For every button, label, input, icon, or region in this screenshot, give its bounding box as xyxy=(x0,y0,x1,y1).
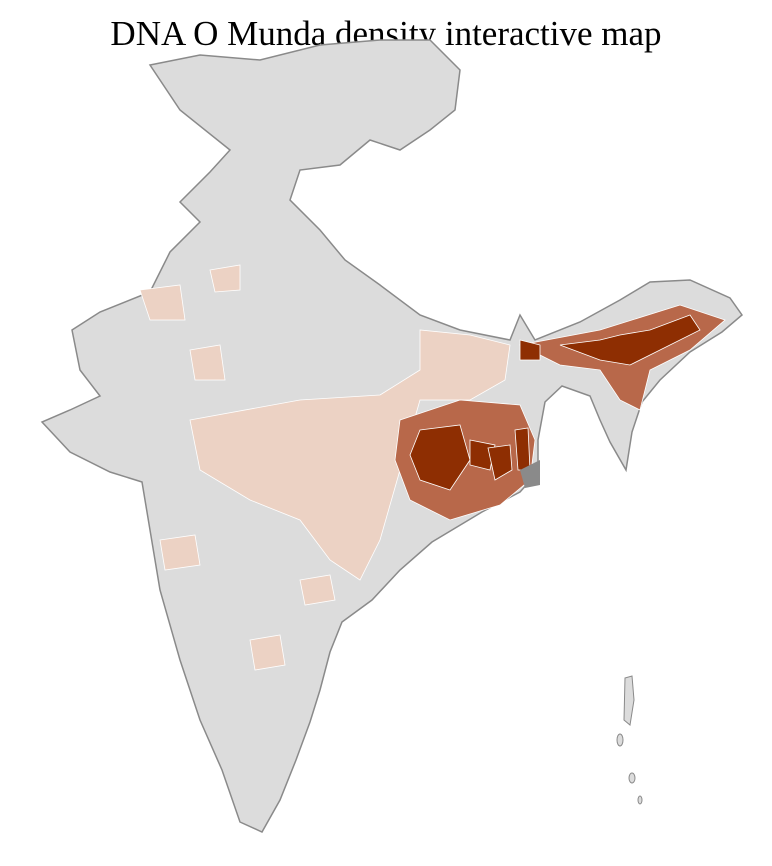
low-density-regions xyxy=(139,264,511,671)
sundarbans-region xyxy=(520,460,540,488)
high-density-regions xyxy=(409,314,701,491)
andaman-nicobar-islands xyxy=(616,675,643,805)
